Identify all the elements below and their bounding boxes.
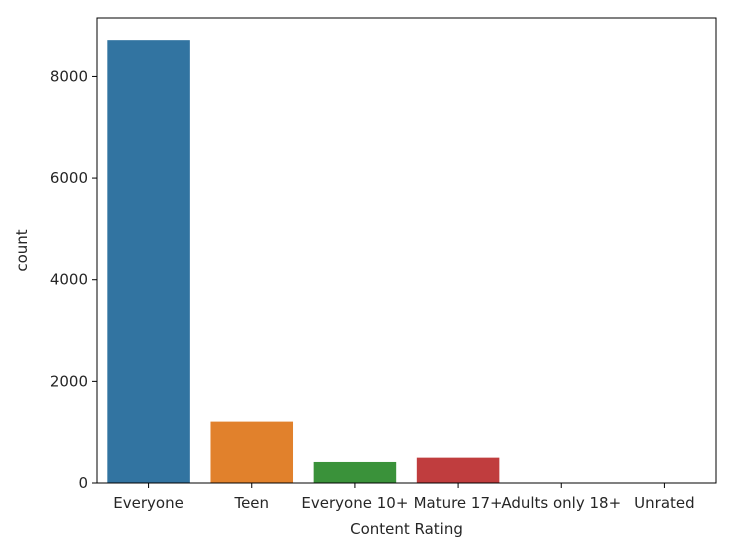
bar-everyone-10 <box>314 462 397 483</box>
y-axis-ticks: 0 2000 4000 6000 8000 <box>50 67 97 492</box>
y-tick-label: 6000 <box>50 169 88 187</box>
y-tick-label: 0 <box>78 474 88 492</box>
y-axis-label: count <box>13 229 31 271</box>
x-tick-label: Unrated <box>634 494 694 512</box>
x-axis-label: Content Rating <box>350 520 463 538</box>
bar-everyone <box>107 40 190 483</box>
bar-teen <box>210 422 293 483</box>
x-tick-label: Everyone 10+ <box>301 494 408 512</box>
x-tick-label: Mature 17+ <box>414 494 503 512</box>
bar-mature-17 <box>417 458 500 483</box>
y-tick-label: 4000 <box>50 271 88 289</box>
x-tick-label: Everyone <box>113 494 184 512</box>
x-tick-label: Teen <box>233 494 269 512</box>
x-tick-label: Adults only 18+ <box>501 494 621 512</box>
y-tick-label: 8000 <box>50 67 88 85</box>
x-axis-ticks: Everyone Teen Everyone 10+ Mature 17+Adults… <box>113 483 694 512</box>
y-tick-label: 2000 <box>50 372 88 390</box>
bars-group <box>107 40 705 483</box>
